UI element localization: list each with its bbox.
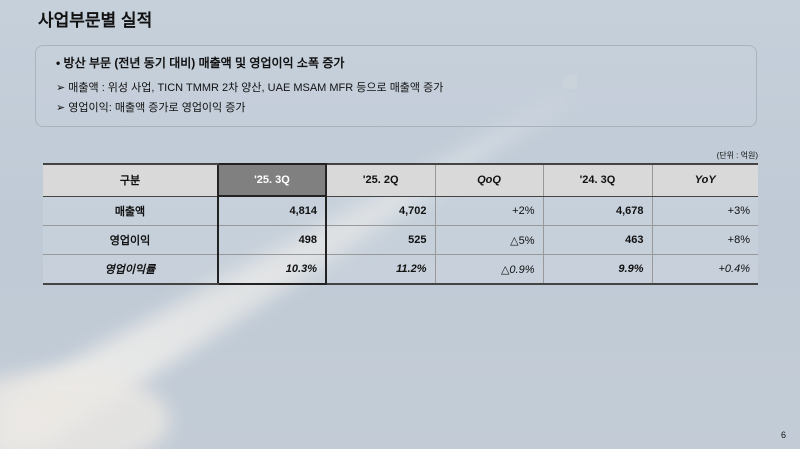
cell: 10.3%	[217, 254, 327, 285]
header-qoq: QoQ	[434, 163, 543, 197]
page-number: 6	[780, 430, 786, 440]
cell: 11.2%	[325, 254, 435, 285]
header-25-3q: '25. 3Q	[217, 163, 327, 197]
header-category: 구분	[43, 163, 218, 197]
rocket-flame	[565, 77, 575, 87]
table-header: 구분 '25. 3Q '25. 2Q QoQ '24. 3Q YoY	[43, 163, 758, 197]
cell: △0.9%	[434, 254, 543, 285]
cell: 463	[542, 225, 652, 255]
cell: 9.9%	[542, 254, 652, 285]
row-label: 영업이익	[43, 225, 218, 255]
summary-headline: • 방산 부문 (전년 동기 대비) 매출액 및 영업이익 소폭 증가	[56, 56, 345, 70]
summary-bullet: ➢ 매출액 : 위성 사업, TICN TMMR 2차 양산, UAE MSAM…	[56, 82, 444, 94]
cell: 4,678	[542, 196, 652, 226]
cell: 525	[325, 225, 435, 255]
page-title: 사업부문별 실적	[38, 11, 153, 30]
cell: +2%	[434, 196, 543, 226]
cell: 4,702	[325, 196, 435, 226]
results-table: 구분 '25. 3Q '25. 2Q QoQ '24. 3Q YoY 매출액 4…	[43, 163, 758, 285]
cell: △5%	[434, 225, 543, 255]
cell: +3%	[651, 196, 758, 226]
cell: +8%	[651, 225, 758, 255]
summary-box: • 방산 부문 (전년 동기 대비) 매출액 및 영업이익 소폭 증가 ➢ 매출…	[35, 45, 757, 127]
row-label: 매출액	[43, 196, 218, 226]
header-25-2q: '25. 2Q	[325, 163, 435, 197]
cell: 498	[217, 225, 327, 255]
summary-bullet: ➢ 영업이익: 매출액 증가로 영업이익 증가	[56, 102, 246, 114]
unit-label: (단위 : 억원)	[716, 151, 758, 160]
header-yoy: YoY	[651, 163, 758, 197]
table-row: 영업이익 498 525 △5% 463 +8%	[43, 225, 758, 255]
cell: 4,814	[217, 196, 327, 226]
cell: +0.4%	[651, 254, 758, 285]
row-label: 영업이익률	[43, 254, 218, 285]
table-row: 매출액 4,814 4,702 +2% 4,678 +3%	[43, 196, 758, 226]
table-row: 영업이익률 10.3% 11.2% △0.9% 9.9% +0.4%	[43, 254, 758, 285]
smoke-cloud	[0, 370, 170, 449]
header-24-3q: '24. 3Q	[542, 163, 652, 197]
